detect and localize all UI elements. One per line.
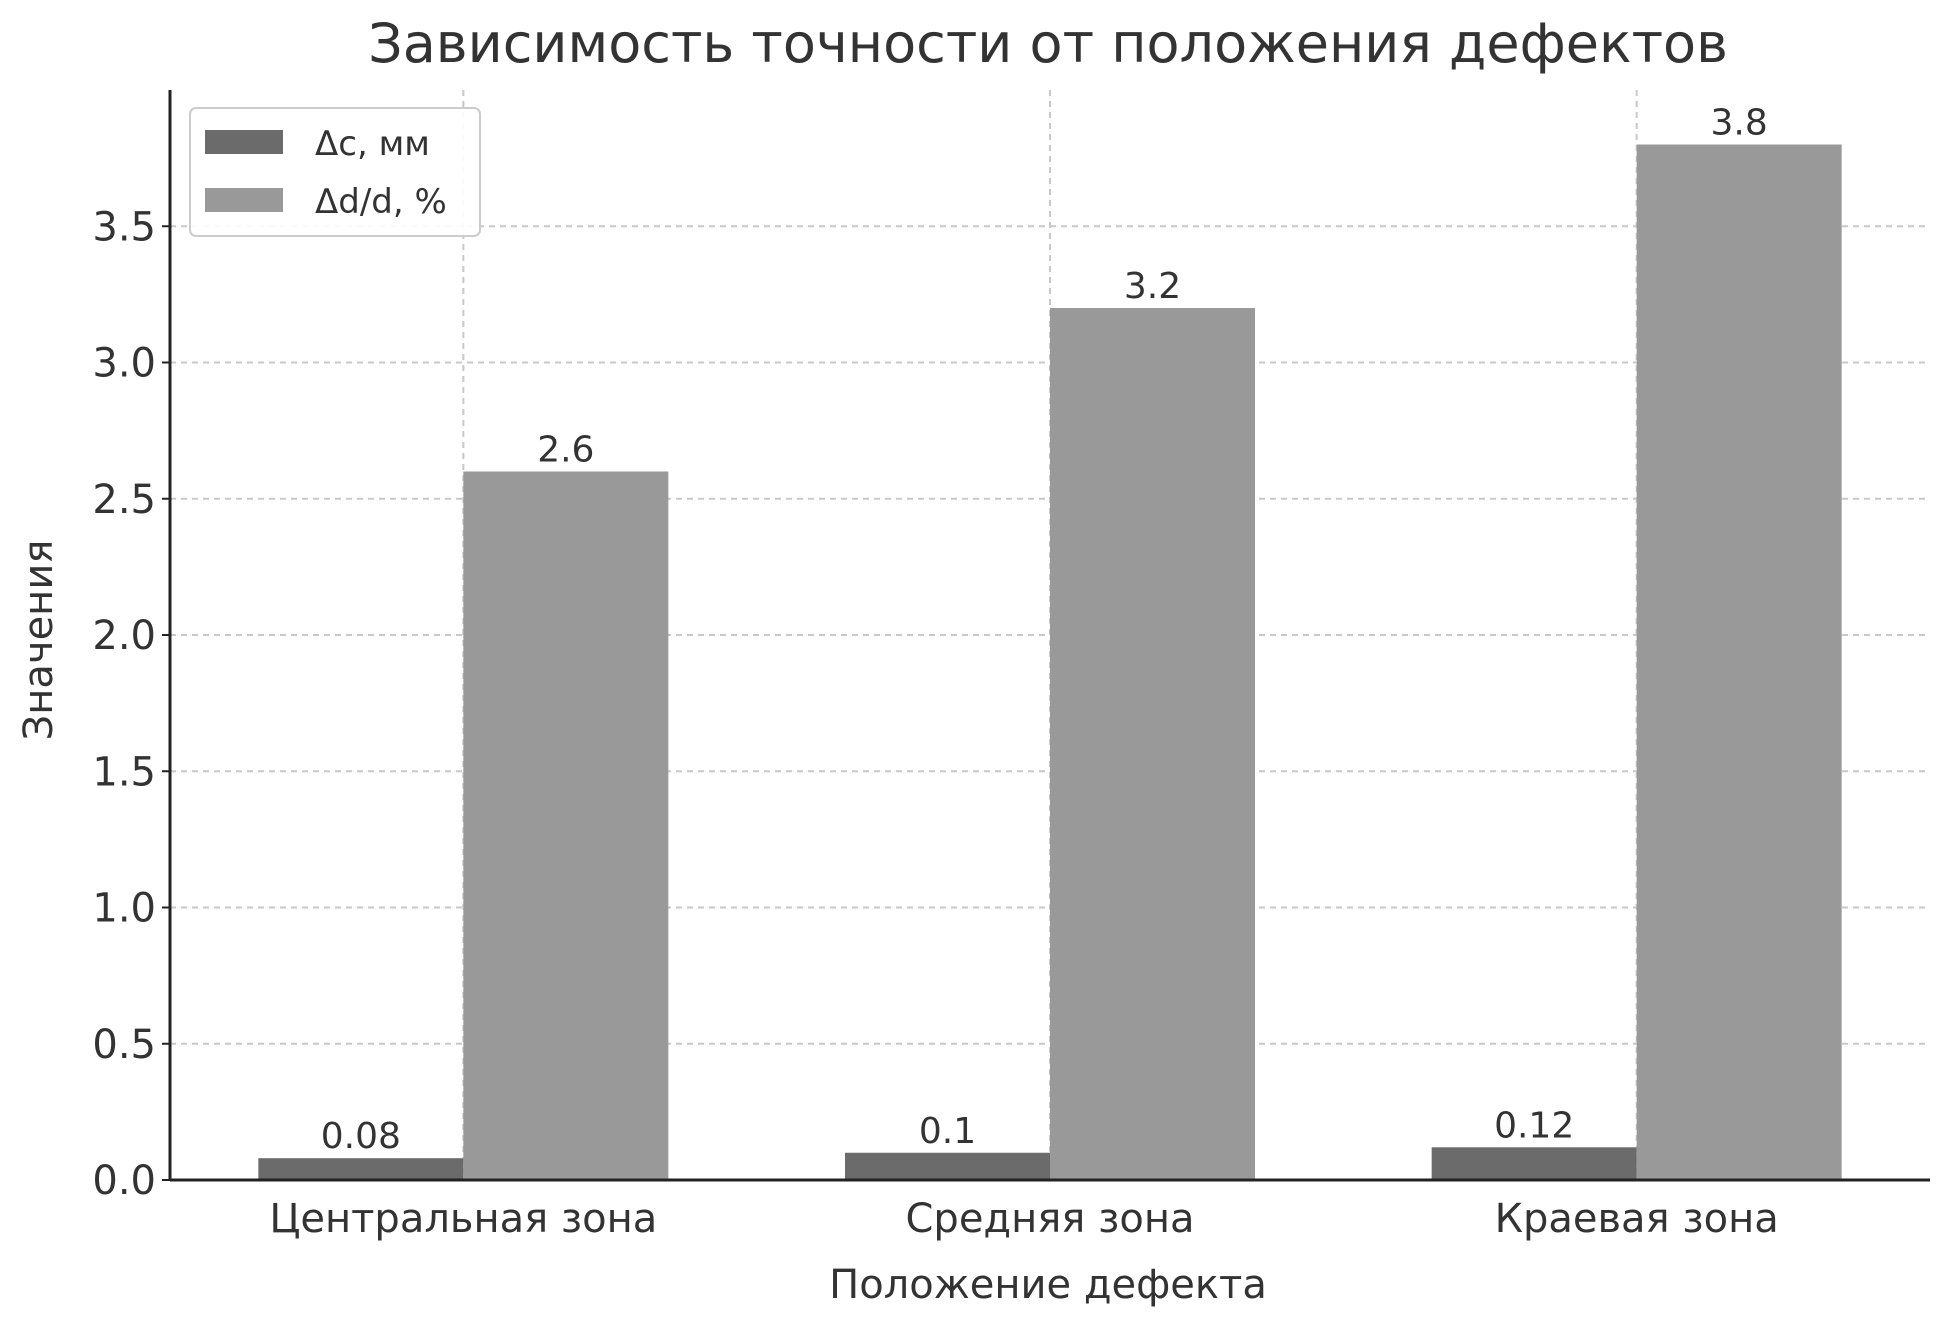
y-tick-label: 3.5 — [92, 204, 156, 250]
bar — [1050, 308, 1255, 1180]
x-tick-label: Средняя зона — [906, 1196, 1195, 1242]
x-tick-label: Краевая зона — [1495, 1196, 1779, 1242]
bar — [1431, 1147, 1637, 1180]
y-tick-label: 0.0 — [92, 1158, 156, 1204]
x-axis-label: Положение дефекта — [829, 1262, 1267, 1308]
data-label: 3.8 — [1711, 103, 1768, 144]
legend: Δc, мм Δd/d, % — [189, 107, 481, 237]
y-tick-label: 2.5 — [92, 477, 156, 523]
data-label: 0.08 — [321, 1116, 401, 1157]
bar — [258, 1158, 464, 1180]
data-label: 2.6 — [537, 430, 594, 471]
x-tick-label: Центральная зона — [269, 1196, 657, 1242]
bar — [463, 471, 669, 1180]
data-label: 0.12 — [1494, 1105, 1574, 1146]
chart-title: Зависимость точности от положения дефект… — [368, 12, 1728, 75]
bars — [258, 144, 1842, 1180]
y-axis-label: Значения — [16, 540, 62, 741]
bar — [845, 1152, 1050, 1180]
y-tick-label: 0.5 — [92, 1022, 156, 1068]
y-tick-label: 2.0 — [92, 613, 156, 659]
bar — [1636, 144, 1842, 1180]
data-label: 0.1 — [919, 1111, 976, 1152]
legend-label-dc: Δc, мм — [315, 124, 430, 164]
y-tick-label: 3.0 — [92, 341, 156, 387]
axes — [162, 90, 1930, 1182]
legend-swatch-dd — [205, 188, 283, 212]
y-tick-label: 1.0 — [92, 886, 156, 932]
y-tick-label: 1.5 — [92, 749, 156, 795]
legend-label-dd: Δd/d, % — [315, 182, 447, 222]
labels: 0.0 0.5 1.0 1.5 2.0 2.5 3.0 3.5 Центральная зона… — [92, 103, 1778, 1243]
data-label: 3.2 — [1124, 266, 1181, 307]
legend-swatch-dc — [205, 130, 283, 154]
